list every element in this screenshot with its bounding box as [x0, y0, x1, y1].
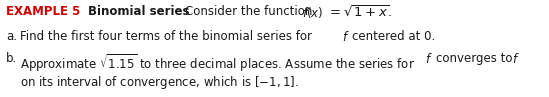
Text: $f$: $f$: [425, 52, 433, 66]
Text: $= \sqrt{1+x}.$: $= \sqrt{1+x}.$: [327, 5, 393, 20]
Text: centered at 0.: centered at 0.: [352, 30, 435, 43]
Text: $f(x)$: $f(x)$: [302, 5, 323, 20]
Text: Find the first four terms of the binomial series for: Find the first four terms of the binomia…: [20, 30, 312, 43]
Text: $f$: $f$: [512, 52, 519, 66]
Text: b.: b.: [6, 52, 17, 65]
Text: EXAMPLE 5: EXAMPLE 5: [6, 5, 80, 18]
Text: Binomial series: Binomial series: [88, 5, 189, 18]
Text: Consider the function: Consider the function: [185, 5, 312, 18]
Text: Approximate $\sqrt{1.15}$ to three decimal places. Assume the series for: Approximate $\sqrt{1.15}$ to three decim…: [20, 52, 415, 74]
Text: converges to: converges to: [436, 52, 513, 65]
Text: on its interval of convergence, which is $[-1, 1]$.: on its interval of convergence, which is…: [20, 74, 299, 91]
Text: a.: a.: [6, 30, 17, 43]
Text: $f$: $f$: [342, 30, 350, 44]
